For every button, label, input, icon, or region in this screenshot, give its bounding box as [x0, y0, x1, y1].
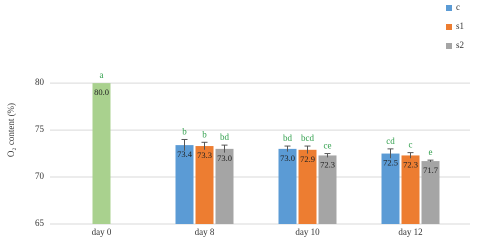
significance-letter: c — [409, 140, 413, 150]
legend-label: s2 — [456, 40, 464, 50]
x-tick-label: day 10 — [295, 227, 320, 237]
value-label: 71.7 — [423, 165, 438, 175]
significance-letter: b — [182, 127, 187, 137]
bar — [381, 153, 400, 224]
significance-letter: bd — [220, 132, 230, 142]
value-label: 73.0 — [280, 153, 295, 163]
bar — [421, 161, 440, 224]
bar — [278, 148, 297, 224]
value-label: 73.0 — [217, 153, 232, 163]
legend-label: s1 — [456, 21, 464, 31]
bar — [298, 149, 317, 224]
bar — [401, 155, 420, 224]
significance-letter: b — [202, 129, 207, 139]
value-label: 72.5 — [383, 158, 398, 168]
bar — [195, 146, 214, 224]
legend-swatch — [446, 43, 452, 49]
bar — [215, 148, 234, 224]
significance-letter: bd — [283, 133, 293, 143]
significance-letter: cd — [386, 136, 395, 146]
y-tick-label: 80 — [35, 77, 45, 87]
bar — [92, 83, 111, 224]
y-tick-label: 70 — [35, 171, 45, 181]
x-tick-label: day 12 — [398, 227, 422, 237]
value-label: 72.3 — [403, 159, 418, 169]
y-tick-label: 75 — [35, 124, 45, 134]
value-label: 73.4 — [177, 149, 193, 159]
value-label: 73.3 — [197, 150, 212, 160]
y-tick-label: 65 — [35, 218, 45, 228]
value-label: 72.9 — [300, 154, 315, 164]
significance-letter: e — [429, 147, 433, 157]
legend-swatch — [446, 24, 452, 30]
value-label: 72.3 — [320, 159, 335, 169]
significance-letter: a — [100, 70, 104, 80]
value-label: 80.0 — [94, 87, 109, 97]
bar — [175, 145, 194, 224]
significance-letter: ce — [324, 141, 332, 151]
legend-swatch — [446, 5, 452, 11]
legend-label: c — [456, 2, 460, 12]
x-tick-label: day 8 — [195, 227, 215, 237]
significance-letter: bcd — [301, 133, 314, 143]
y-axis-label: O₂ content (%) — [6, 103, 16, 157]
bar — [318, 155, 337, 224]
x-tick-label: day 0 — [92, 227, 112, 237]
